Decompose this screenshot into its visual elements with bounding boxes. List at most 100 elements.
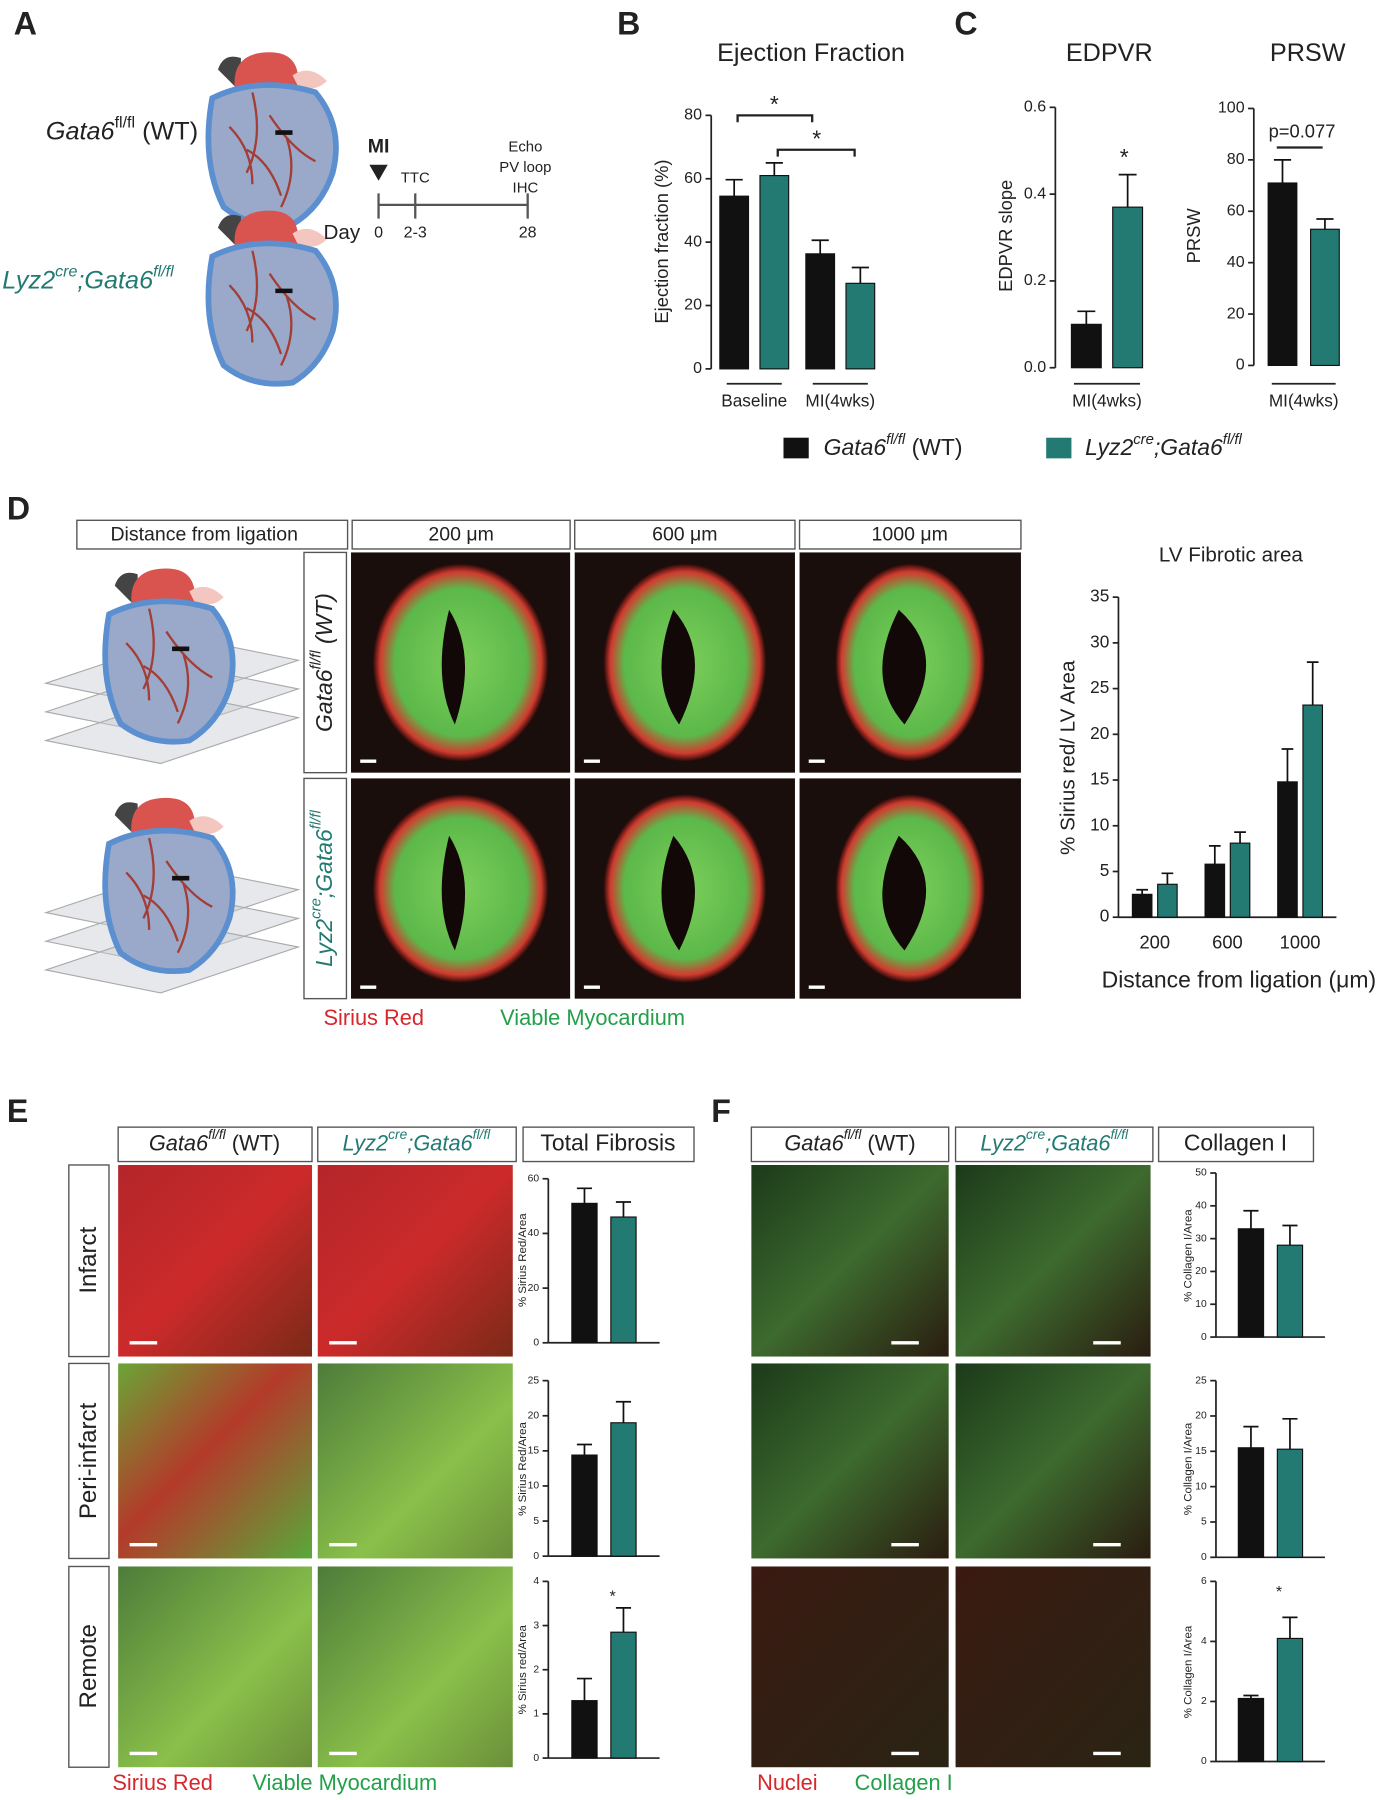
y-axis-label: % Collagen I/Area [1182,1422,1194,1515]
header-box [68,1565,110,1768]
header-box [522,1126,695,1163]
micrograph [955,1164,1151,1357]
y-axis-label: % Collagen I/Area [1182,1209,1194,1302]
y-tick-label: 0 [533,1338,539,1349]
y-axis-label: Ejection fraction (%) [651,159,672,323]
bar [805,253,836,370]
header-box [574,519,796,550]
y-tick-label: 3 [533,1620,539,1631]
panel-label: B [617,5,640,41]
error-bar [1234,831,1246,844]
legend-label: Gata6fl/fl (WT) [824,432,963,460]
timeline-label: 2-3 [404,224,427,242]
column-header: Total Fibrosis [540,1129,675,1155]
y-tick-label: 10 [528,1481,540,1492]
error-bar [1316,218,1334,230]
y-tick-label: 4 [533,1576,539,1587]
stain-caption: Sirius Red [323,1005,423,1030]
bar [571,1202,598,1344]
stain-caption: Nuclei [757,1770,818,1795]
column-header: Distance from ligation [110,523,298,545]
y-tick-label: 5 [1201,1517,1207,1528]
x-tick-label: Baseline [721,391,787,411]
row-header: Remote [75,1624,102,1708]
error-bar [615,1201,632,1218]
y-tick-label: 2 [1201,1696,1207,1707]
y-tick-label: 40 [684,232,702,250]
error-bar [576,1187,593,1204]
y-axis-label: % Sirius red/Area [517,1624,529,1714]
bar [1131,893,1153,918]
timeline-label: MI [368,136,390,158]
y-tick-label: 20 [528,1283,540,1294]
column-header: 600 μm [652,523,717,545]
bar [1276,1448,1304,1558]
y-tick-label: 0 [693,359,702,377]
micrograph [317,1164,513,1357]
chart-title: Ejection Fraction [717,39,905,67]
micrograph [317,1566,513,1768]
y-tick-label: 5 [1100,860,1110,880]
y-axis-label: PRSW [1183,208,1204,264]
row-header: Peri-infarct [75,1402,102,1519]
bar [759,174,790,370]
bar [1070,323,1102,369]
row-header: Infarct [75,1226,102,1293]
bar [1237,1228,1265,1338]
y-tick-label: 2 [533,1664,539,1675]
y-tick-label: 0 [1201,1756,1207,1767]
bar [1310,228,1340,367]
micrograph-grid [351,552,1021,999]
y-axis-label: % Sirius Red/Area [517,1213,529,1307]
heart-illustration [105,568,233,741]
bar [1204,863,1226,918]
panel-label: C [954,5,977,41]
y-tick-label: 35 [1090,586,1109,606]
genotype-label: Gata6fl/fl (WT) [46,114,198,146]
x-axis-label: Distance from ligation (μm) [1102,967,1377,993]
y-tick-label: 5 [533,1516,539,1527]
column-header: 200 μm [428,523,493,545]
row-header: Lyz2cre;Gata6fl/fl [309,810,337,967]
bar [1267,182,1298,367]
y-tick-label: 20 [1090,723,1109,743]
timeline-label: PV loop [499,160,551,176]
error-bar [851,266,869,284]
annotation: * [1276,1583,1282,1601]
error-bar [1077,310,1096,325]
x-tick-label: MI(4wks) [1072,391,1142,411]
error-bar [1281,748,1294,782]
bar [610,1422,637,1557]
y-tick-label: 60 [684,169,702,187]
y-tick-label: 0 [1236,356,1245,374]
y-tick-label: 40 [528,1228,540,1239]
bar [845,282,876,370]
lumen [441,835,466,951]
error-bar [576,1677,593,1701]
header-box [351,519,571,550]
genotype-label: Lyz2cre;Gata6fl/fl [2,263,174,295]
heart-illustration [208,52,336,225]
timeline-label: Echo [508,139,542,155]
error-bar [1243,1694,1259,1699]
y-tick-label: 0.2 [1024,271,1046,289]
y-axis-label: EDPVR slope [995,180,1016,292]
bar [1302,704,1324,918]
error-bar [1208,845,1221,865]
header-box [317,1126,517,1163]
y-tick-label: 20 [1195,1411,1207,1422]
micrograph-grid [751,1164,1151,1768]
header-box [303,551,348,774]
y-axis-label: % Sirius red/ LV Area [1057,660,1080,855]
error-bar [1273,159,1292,183]
y-tick-label: 20 [684,296,702,314]
y-tick-label: 80 [684,106,702,124]
y-tick-label: 60 [1227,201,1245,219]
header-box [798,519,1022,550]
bar [1157,883,1178,918]
bar [571,1700,598,1759]
y-tick-label: 20 [528,1410,540,1421]
y-tick-label: 10 [1090,814,1109,834]
error-bar [1161,872,1174,885]
error-bar [1306,661,1319,706]
